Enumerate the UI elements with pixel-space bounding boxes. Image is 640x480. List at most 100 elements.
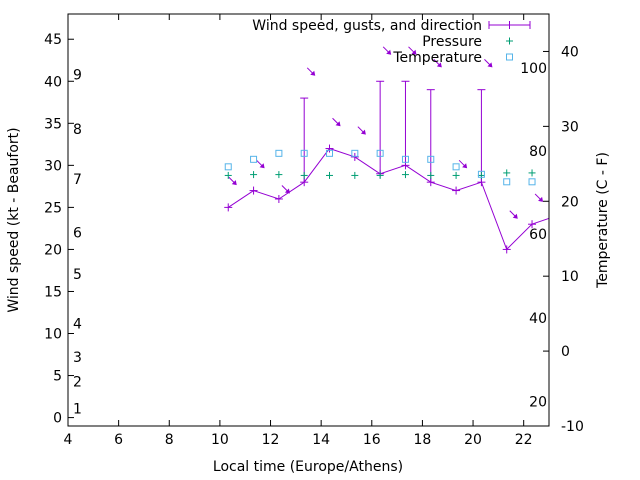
plot-frame <box>67 13 550 427</box>
x-tick-label: 16 <box>363 432 381 448</box>
temperature-point <box>250 155 258 163</box>
y2-tick-label: 0 <box>561 344 570 360</box>
pressure-point <box>326 171 334 179</box>
legend: Wind speed, gusts, and directionPressure… <box>252 18 531 66</box>
beaufort-label: 3 <box>73 350 82 366</box>
legend-swatch-temperature <box>506 53 513 61</box>
wind-speed-point <box>528 220 537 229</box>
pressure-point <box>427 171 435 179</box>
pressure-point <box>250 171 258 179</box>
beaufort-label: 7 <box>73 172 82 188</box>
wind-speed-point <box>274 194 283 203</box>
fahrenheit-label: 20 <box>529 394 547 410</box>
x-tick-label: 8 <box>165 432 174 448</box>
beaufort-label: 6 <box>73 226 82 242</box>
plot-data <box>224 46 561 254</box>
x-tick-label: 18 <box>414 432 432 448</box>
x-tick-label: 10 <box>211 432 229 448</box>
y-axis-label: Wind speed (kt - Beaufort) <box>6 127 22 312</box>
beaufort-label: 9 <box>73 68 82 84</box>
temperature-point <box>275 149 283 157</box>
wind-direction-arrow <box>433 59 442 68</box>
wind-speed-line <box>227 147 549 251</box>
wind-direction-arrow <box>509 210 518 219</box>
temperature-point <box>503 178 511 186</box>
y-tick-label: 45 <box>44 32 62 48</box>
fahrenheit-label: 80 <box>529 144 547 160</box>
wind-speed-point <box>452 186 461 195</box>
temperature-point <box>477 170 485 178</box>
x-tick-label: 4 <box>64 432 73 448</box>
legend-label: Wind speed, gusts, and direction <box>252 18 482 34</box>
fahrenheit-label: 100 <box>520 61 547 77</box>
x-axis-label: Local time (Europe/Athens) <box>213 459 403 475</box>
beaufort-label: 1 <box>73 401 82 417</box>
y-tick-label: 25 <box>44 200 62 216</box>
wind-direction-arrow <box>256 159 265 169</box>
wind-direction-arrow <box>357 126 366 135</box>
y-tick-label: 40 <box>44 74 62 90</box>
y-tick-label: 20 <box>44 242 62 258</box>
y-tick-label: 10 <box>44 327 62 343</box>
wind-direction-arrow <box>306 67 316 76</box>
temperature-point <box>351 149 359 157</box>
temperature-point <box>528 178 536 186</box>
fahrenheit-label: 60 <box>529 227 547 243</box>
temperature-point <box>224 163 232 171</box>
wind-direction-arrow <box>228 176 237 186</box>
y-tick-label: 35 <box>44 116 62 132</box>
temperature-point <box>452 163 460 171</box>
x-tick-label: 14 <box>312 432 330 448</box>
legend-label: Pressure <box>422 34 482 50</box>
y-tick-label: 0 <box>53 411 62 427</box>
wind-speed-point <box>249 186 258 195</box>
temperature-point <box>401 155 409 163</box>
beaufort-label: 2 <box>73 374 82 390</box>
wind-direction-arrow <box>281 185 290 194</box>
y2-axis-label: Temperature (C - F) <box>595 152 611 289</box>
temperature-point <box>427 155 435 163</box>
pressure-point <box>401 171 409 179</box>
y2-tick-label: 20 <box>561 194 579 210</box>
pressure-point <box>503 169 511 177</box>
wind-direction-arrow <box>534 193 544 202</box>
wind-speed-point <box>502 245 511 254</box>
legend-label: Temperature <box>392 50 482 66</box>
y-tick-label: 5 <box>53 369 62 385</box>
pressure-point <box>477 171 485 179</box>
y2-tick-label: -10 <box>561 419 584 435</box>
beaufort-label: 8 <box>73 122 82 138</box>
pressure-point <box>452 171 460 179</box>
wind-speed-point <box>224 203 233 212</box>
beaufort-label: 5 <box>73 267 82 283</box>
wind-direction-arrow <box>408 46 417 55</box>
pressure-point <box>300 171 308 179</box>
y-tick-label: 15 <box>44 284 62 300</box>
temperature-point <box>300 149 308 157</box>
wind-direction-arrow <box>484 59 493 68</box>
wind-direction-arrow <box>458 159 468 169</box>
x-tick-label: 22 <box>515 432 533 448</box>
wind-direction-arrow <box>332 117 341 127</box>
y2-tick-label: 40 <box>561 44 579 60</box>
x-tick-label: 12 <box>262 432 280 448</box>
temperature-point <box>326 149 334 157</box>
temperature-point <box>376 149 384 157</box>
y2-tick-label: 30 <box>561 119 579 135</box>
x-tick-label: 6 <box>114 432 123 448</box>
pressure-point <box>528 169 536 177</box>
beaufort-label: 4 <box>73 316 82 332</box>
fahrenheit-label: 40 <box>529 311 547 327</box>
y-tick-label: 30 <box>44 158 62 174</box>
axes: 4 6 8 10 12 14 16 18 20 22051015202530354045-1001… <box>44 13 584 448</box>
wind-speed-point <box>553 212 561 220</box>
pressure-point <box>224 171 232 179</box>
pressure-point <box>351 171 359 179</box>
x-tick-label: 20 <box>464 432 482 448</box>
pressure-point <box>275 171 283 179</box>
wind-speed-point <box>350 152 359 161</box>
wind-direction-arrow <box>382 46 392 55</box>
pressure-point <box>376 171 384 179</box>
wind-speed-point <box>325 144 334 153</box>
